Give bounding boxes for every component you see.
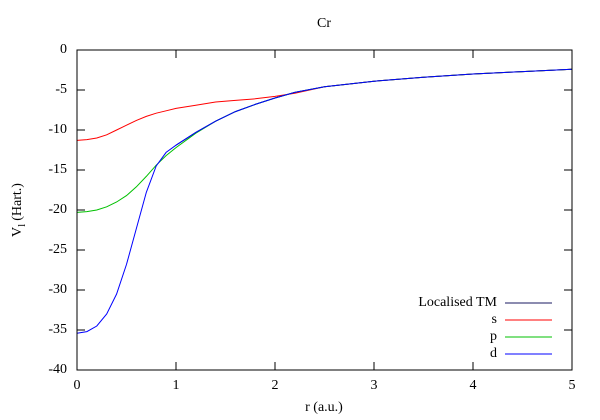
y-tick-label: -30 (48, 282, 67, 297)
legend-label: Localised TM (418, 295, 497, 310)
x-tick-label: 1 (173, 378, 180, 393)
x-tick-label: 4 (470, 378, 477, 393)
x-tick-label: 2 (272, 378, 279, 393)
legend-label: d (490, 346, 497, 361)
series-line (175, 68, 573, 146)
x-tick-label: 5 (569, 378, 576, 393)
y-tick-label: 0 (60, 42, 67, 57)
y-tick-label: -5 (55, 82, 67, 97)
y-tick-label: -15 (48, 162, 67, 177)
series-line (76, 68, 573, 141)
y-label-unit: (Hart.) (10, 183, 25, 221)
y-label-sub: l (16, 224, 28, 227)
x-tick-label: 3 (371, 378, 378, 393)
plot-border (76, 49, 573, 371)
y-tick-label: -40 (48, 362, 67, 377)
legend-label: p (490, 329, 497, 344)
series-line (76, 68, 573, 213)
x-axis-label: r (a.u.) (305, 400, 343, 415)
y-label-main: V (10, 227, 25, 237)
x-tick-label: 0 (74, 378, 81, 393)
legend-label: s (492, 312, 497, 327)
y-tick-label: -20 (48, 202, 67, 217)
y-axis-label: Vl (Hart.) (10, 183, 27, 237)
y-tick-label: -25 (48, 242, 67, 257)
series-line (76, 68, 573, 334)
chart-title: Cr (317, 16, 331, 31)
y-tick-label: -35 (48, 322, 67, 337)
y-tick-label: -10 (48, 122, 67, 137)
